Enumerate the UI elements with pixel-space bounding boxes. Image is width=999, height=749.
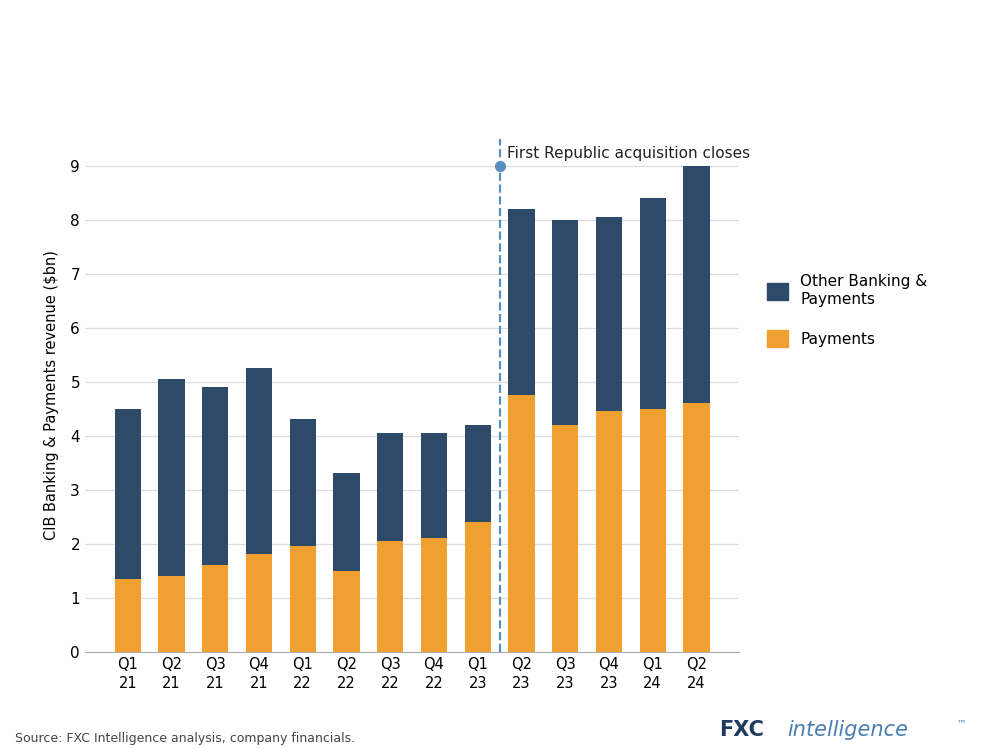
Bar xyxy=(465,425,491,522)
Bar xyxy=(159,379,185,576)
Bar xyxy=(639,409,665,652)
Text: FXC: FXC xyxy=(719,720,764,740)
Bar xyxy=(552,425,578,652)
Text: First Republic acquisition closes: First Republic acquisition closes xyxy=(507,146,750,161)
Bar xyxy=(246,368,272,554)
Text: JPMorgan Chase Commercial & Investment Bank Banking & Payments revenue: JPMorgan Chase Commercial & Investment B… xyxy=(15,84,754,103)
Bar xyxy=(115,579,141,652)
Bar xyxy=(508,395,534,652)
Bar xyxy=(202,565,229,652)
Bar xyxy=(683,403,709,652)
Bar xyxy=(552,219,578,425)
Bar xyxy=(639,198,665,409)
Bar xyxy=(290,546,316,652)
Bar xyxy=(595,217,622,411)
Text: Source: FXC Intelligence analysis, company financials.: Source: FXC Intelligence analysis, compa… xyxy=(15,733,355,745)
Bar xyxy=(334,571,360,652)
Bar xyxy=(334,473,360,571)
Bar xyxy=(421,433,448,539)
Bar xyxy=(595,411,622,652)
Bar xyxy=(202,387,229,565)
Bar xyxy=(246,554,272,652)
Bar xyxy=(421,539,448,652)
Text: First Republic acquisition boosts JPMorgan’s Payments revenue: First Republic acquisition boosts JPMorg… xyxy=(15,29,999,57)
Bar xyxy=(465,522,491,652)
Bar xyxy=(377,541,404,652)
Text: ™: ™ xyxy=(957,718,967,728)
Text: intelligence: intelligence xyxy=(787,720,908,740)
Bar xyxy=(159,576,185,652)
Bar xyxy=(290,419,316,546)
Bar xyxy=(115,409,141,579)
Y-axis label: CIB Banking & Payments revenue ($bn): CIB Banking & Payments revenue ($bn) xyxy=(44,250,59,540)
Bar xyxy=(683,166,709,403)
Legend: Other Banking &
Payments, Payments: Other Banking & Payments, Payments xyxy=(766,274,927,348)
Bar xyxy=(508,209,534,395)
Bar xyxy=(377,433,404,541)
